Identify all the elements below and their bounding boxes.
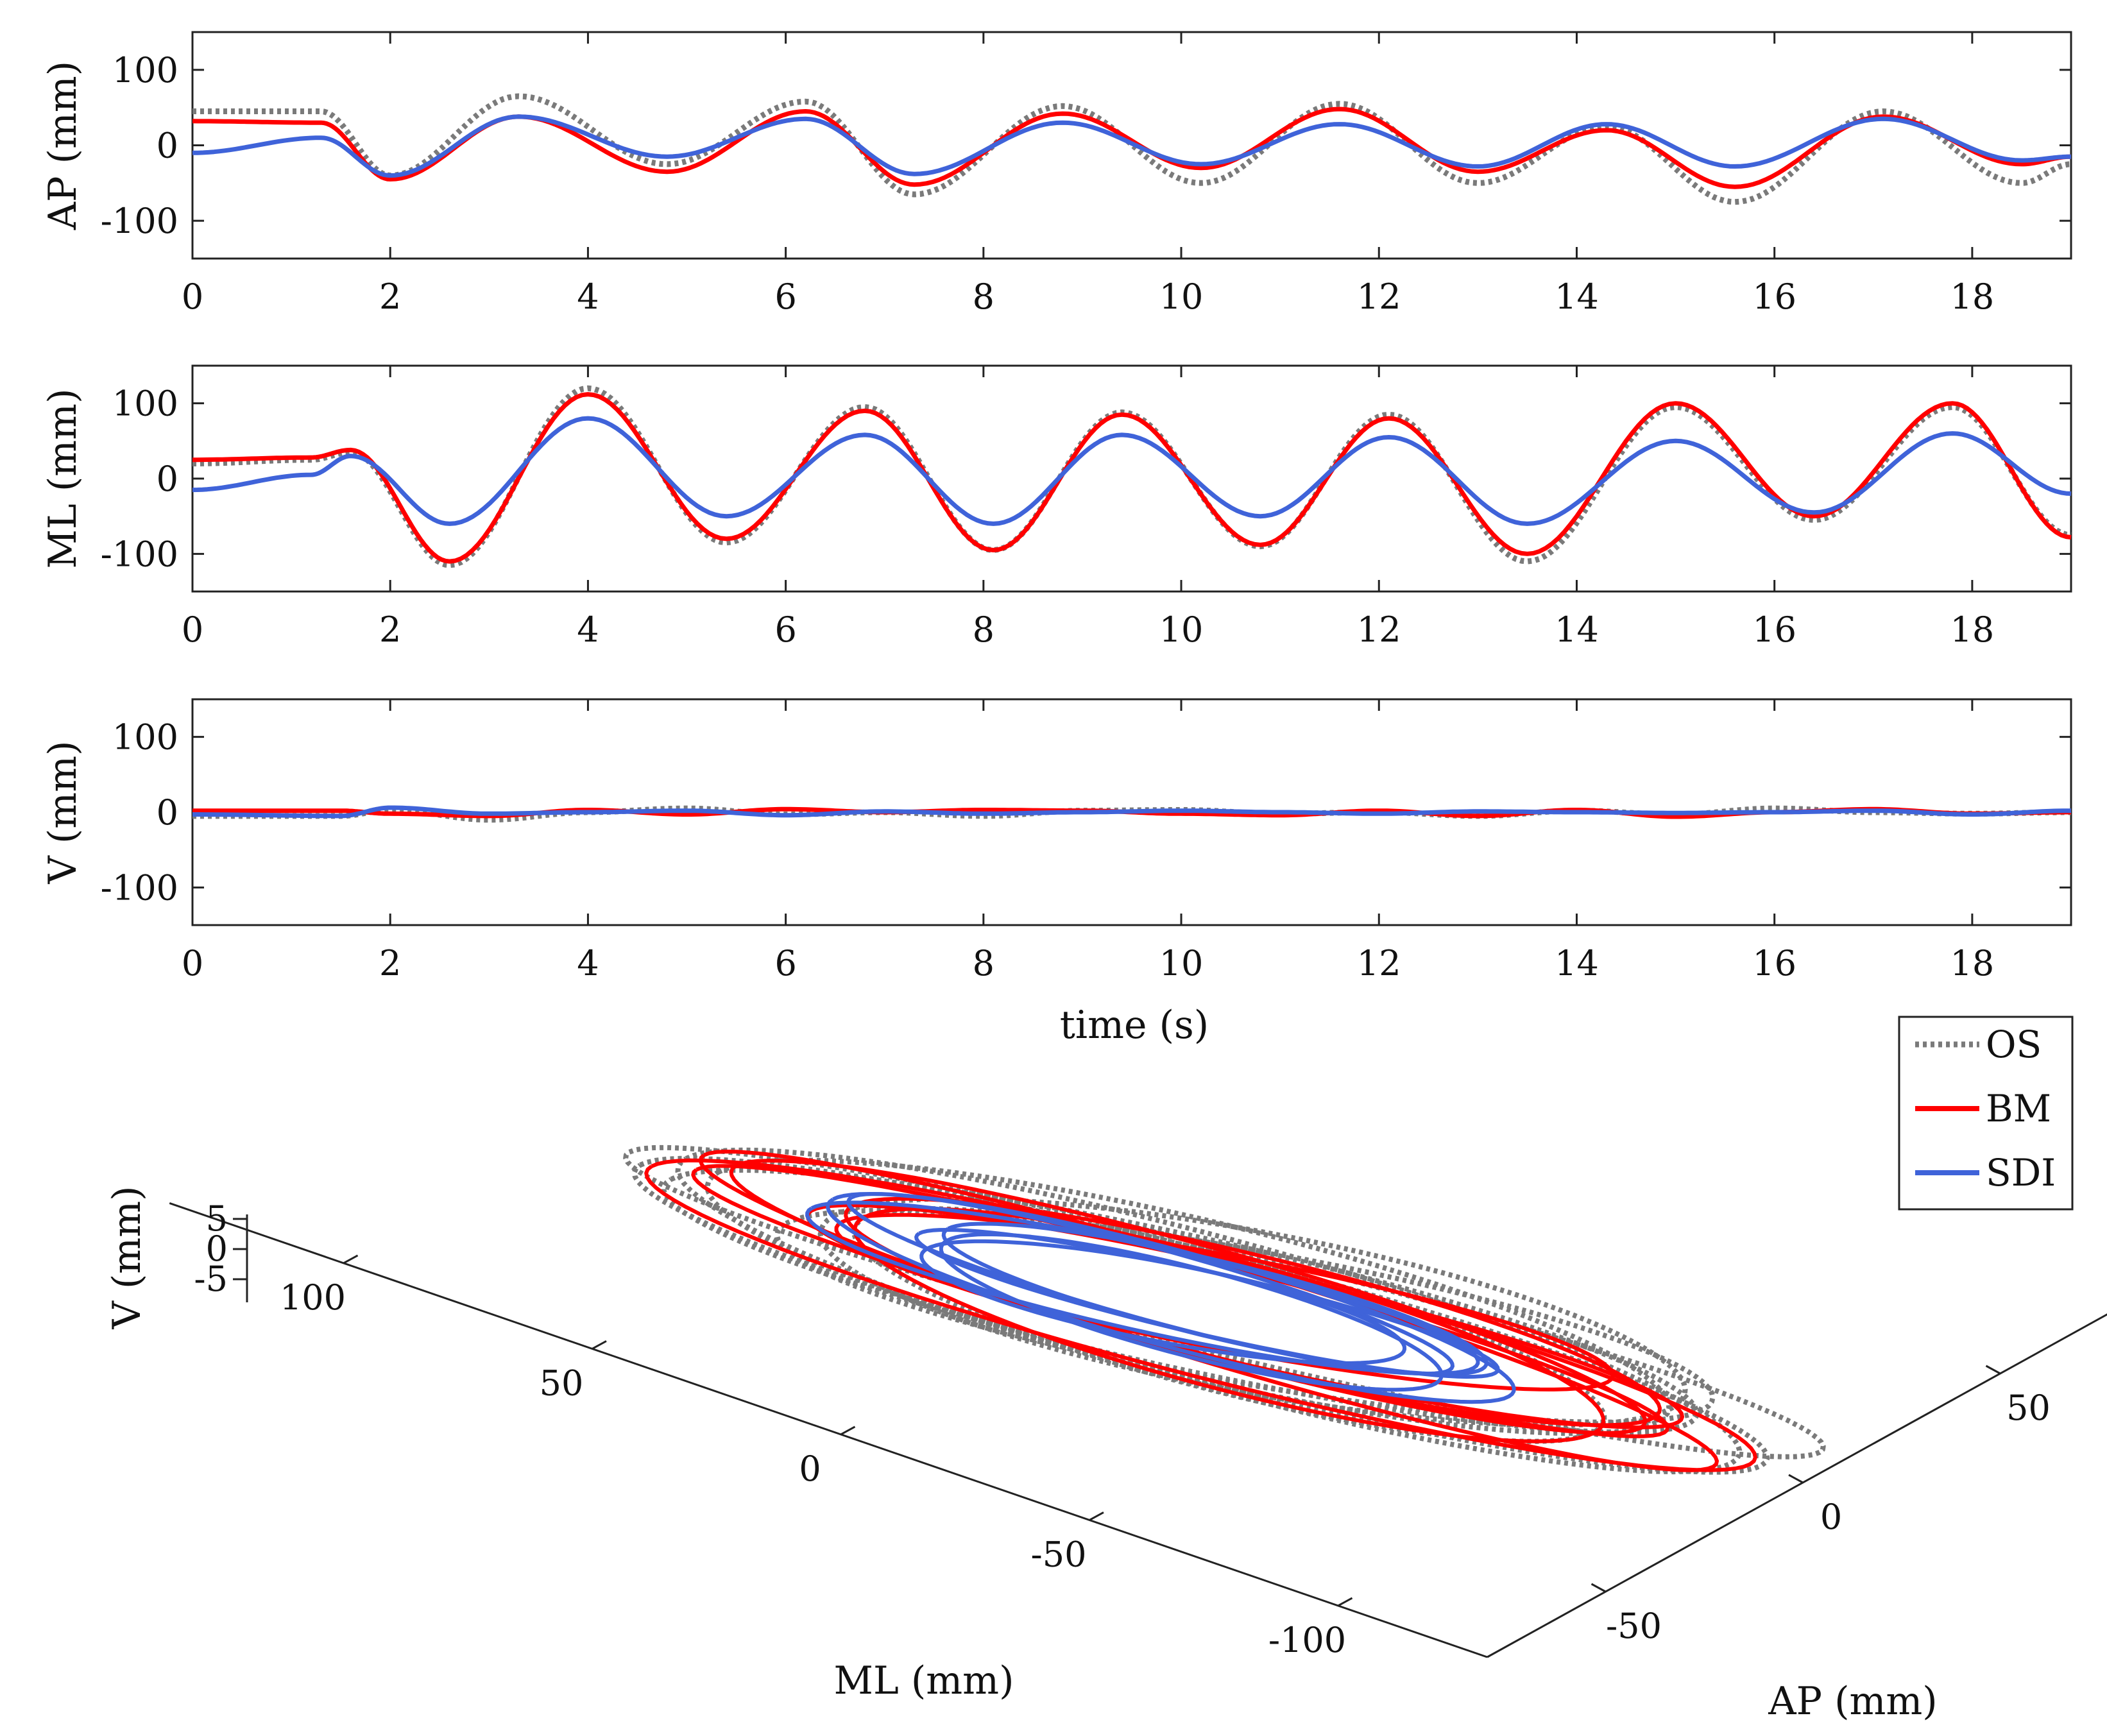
trajectory-loop — [919, 1239, 1407, 1365]
y-tick-label: 100 — [112, 50, 178, 90]
x-tick-label: 0 — [182, 943, 203, 983]
x-tick-label: 16 — [1752, 609, 1796, 650]
v-tick-label: 0 — [206, 1229, 228, 1269]
legend-label-os: OS — [1986, 1023, 2042, 1066]
x-tick-label: 12 — [1357, 277, 1401, 317]
y-tick-label: 100 — [112, 384, 178, 424]
series-os — [192, 93, 2072, 205]
ml-tick-label: 100 — [280, 1277, 346, 1318]
trajectory-loop — [644, 1158, 1757, 1472]
y-axis-label: ML (mm) — [40, 389, 85, 569]
ml-tick-label: 0 — [799, 1449, 821, 1489]
ap-axis-label: AP (mm) — [1768, 1679, 1937, 1724]
v-tick-label: 5 — [206, 1198, 228, 1239]
ml-tick-label: 50 — [540, 1363, 584, 1403]
ml-tick — [840, 1425, 856, 1436]
x-tick-label: 16 — [1752, 277, 1796, 317]
x-tick-label: 8 — [973, 943, 994, 983]
y-tick-label: -100 — [101, 534, 178, 574]
x-tick-label: 2 — [379, 277, 401, 317]
x-tick-label: 4 — [577, 277, 599, 317]
x-tick-label: 12 — [1357, 609, 1401, 650]
x-tick-label: 12 — [1357, 943, 1401, 983]
trajectory-loop — [914, 1228, 1500, 1379]
ap-tick — [1985, 1365, 2001, 1375]
series-sdi — [192, 805, 2071, 819]
series-sdi — [192, 416, 2072, 526]
x-tick-label: 6 — [774, 609, 796, 650]
ml-tick — [1337, 1597, 1353, 1607]
v-axis-label: V (mm) — [105, 1186, 149, 1329]
ap-tick-label: -50 — [1606, 1606, 1662, 1646]
y-tick-label: 0 — [157, 126, 178, 166]
plot-frame — [191, 364, 2072, 593]
ap-tick-label: 50 — [2006, 1388, 2051, 1428]
legend-box — [1898, 1016, 2074, 1211]
trajectory-loop — [661, 1167, 1700, 1435]
x-tick-label: 18 — [1950, 609, 1995, 650]
trajectory-sdi — [805, 1192, 1516, 1404]
trajectory-loop — [805, 1200, 1480, 1376]
trajectory-loop — [623, 1145, 1826, 1459]
ml-axis-label: ML (mm) — [834, 1658, 1014, 1703]
x-tick-label: 10 — [1159, 609, 1204, 650]
x-tick-label: 2 — [379, 943, 401, 983]
x-tick-label: 4 — [577, 609, 599, 650]
x-tick-label: 4 — [577, 943, 599, 983]
y-axis-label: AP (mm) — [40, 61, 85, 230]
y-axis-label: V (mm) — [40, 740, 85, 884]
ml-tick — [343, 1254, 359, 1264]
ap-tick — [1591, 1583, 1607, 1593]
x-tick-label: 6 — [774, 277, 796, 317]
y-tick-label: 0 — [157, 459, 178, 499]
ap-axis-line — [1487, 1313, 2107, 1658]
trajectory-loop — [817, 1196, 1688, 1428]
y-tick-label: 0 — [157, 792, 178, 833]
x-tick-label: 0 — [182, 609, 203, 650]
x-tick-label: 18 — [1950, 943, 1995, 983]
y-tick-label: 100 — [112, 717, 178, 758]
x-tick-label: 10 — [1159, 943, 1204, 983]
legend-label-bm: BM — [1986, 1087, 2051, 1130]
series-sdi — [192, 114, 2072, 178]
ap-tick-label: 0 — [1820, 1497, 1842, 1537]
x-tick-label: 14 — [1555, 609, 1599, 650]
y-tick-label: -100 — [101, 867, 178, 908]
trajectory-loop — [826, 1192, 1516, 1404]
ml-tick-label: -100 — [1268, 1620, 1346, 1660]
legend: OS BM SDI — [1898, 1016, 2074, 1211]
y-tick-label: -100 — [101, 201, 178, 241]
x-tick-label: 8 — [973, 609, 994, 650]
x-tick-label: 8 — [973, 277, 994, 317]
x-tick-label: 18 — [1950, 277, 1995, 317]
x-tick-label: 16 — [1752, 943, 1796, 983]
legend-label-sdi: SDI — [1986, 1151, 2056, 1195]
ml-axis-line — [169, 1202, 1488, 1658]
x-tick-label: 2 — [379, 609, 401, 650]
ml-tick — [1089, 1511, 1104, 1521]
x-tick-label: 14 — [1555, 277, 1599, 317]
series-bm — [192, 392, 2072, 564]
ml-tick — [592, 1340, 607, 1350]
ml-tick-label: -50 — [1031, 1534, 1087, 1574]
v-tick-label: -5 — [194, 1259, 228, 1299]
trajectory-loop — [846, 1192, 1454, 1376]
x-tick-label: 0 — [182, 277, 203, 317]
x-tick-label: 10 — [1159, 277, 1204, 317]
x-tick-label: 6 — [774, 943, 796, 983]
ap-tick — [1788, 1474, 1804, 1484]
x-tick-label: 14 — [1555, 943, 1599, 983]
time-axis-label: time (s) — [1060, 1003, 1209, 1048]
